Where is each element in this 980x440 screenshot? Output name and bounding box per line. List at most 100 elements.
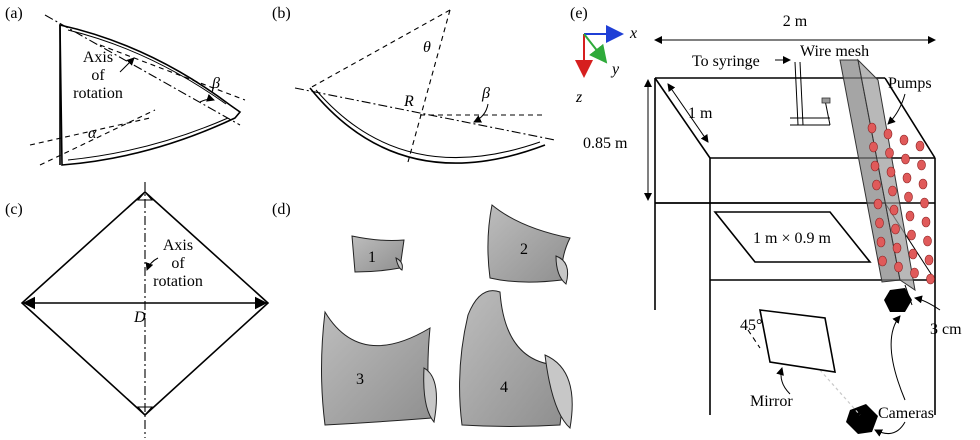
panel-b: (b) θ R β [272,5,556,164]
pump-2 [870,160,880,172]
panel-d: (d) 1 2 3 4 [272,201,573,429]
panel-b-tag: (b) [272,5,291,22]
pump-15 [894,261,903,273]
panel-a-bottom-edge [67,117,229,161]
mirror-label: Mirror [750,393,793,410]
panel-a-sheet [59,23,242,166]
syringe-tubes [790,61,831,126]
pump-17 [901,153,910,165]
panel-a-top-edge [67,29,227,105]
panel-e-tag: (e) [570,5,588,22]
panel-c: (c) Axis of rotation D [5,182,270,438]
sheet-2: 2 [487,204,571,285]
panel-c-axis-label-3: rotation [153,273,203,290]
panel-c-axis-label-1: Axis [163,237,193,254]
panel-a-beta-line [99,44,246,101]
pump-14 [892,242,902,254]
panel-b-arc [309,87,546,164]
panel-b-theta: θ [423,39,431,56]
measurement-area [713,211,872,263]
cameras-arrow-bottom [874,421,906,437]
sheet-3: 3 [321,310,437,426]
pump-29 [923,235,932,247]
panel-c-top-notch [136,191,154,201]
panel-c-tag: (c) [5,201,23,218]
y-axis-arrow [583,33,608,64]
mirror-angle-line [747,329,761,349]
area-label: 1 m × 0.9 m [753,230,831,247]
panel-e: (e) x y z 2 m [570,5,962,437]
mirror [759,309,836,373]
depth-dimension [667,83,709,143]
pump-1 [869,141,878,153]
sheet-1-label: 1 [368,249,376,266]
cameras-arrow-top [890,315,906,401]
pump-20 [905,210,915,222]
pump-18 [902,172,912,184]
pump-27 [920,197,929,209]
panel-d-tag: (d) [272,201,291,218]
panel-a-alpha-line-2 [39,109,156,166]
panel-b-beta: β [481,85,490,102]
camera-top [884,288,912,312]
height-label: 0.85 m [583,135,628,152]
x-axis-label: x [629,25,637,42]
pump-22 [908,248,918,260]
sheet-4-label: 4 [500,379,508,396]
mesh-label: Wire mesh [800,43,869,60]
sheet-1: 1 [351,235,405,273]
y-axis-label: y [610,61,620,78]
pump-12 [889,204,899,216]
panel-c-bottom-notch [136,406,154,416]
gap-label: 3 cm [930,321,962,338]
panel-a-beta: β [211,75,220,92]
pump-13 [891,223,900,235]
wire-mesh-back [857,58,916,292]
panel-b-radius-center [407,9,451,163]
width-label: 2 m [783,13,808,30]
z-axis-label: z [575,89,583,106]
pump-3 [872,179,881,191]
pumps-arrow [887,93,906,125]
panel-a-axis-label-1: Axis [83,49,113,66]
panel-c-axis-label-2: of [171,255,185,272]
angle-label: 45° [740,317,762,334]
panel-a-axis-label-3: rotation [73,85,123,102]
sheet-3-label: 3 [356,371,364,388]
panel-a-alpha: α [88,125,97,142]
panel-b-beta-arrow [473,103,489,123]
panel-c-axis-arrow [145,257,159,271]
pump-19 [904,191,913,203]
depth-label: 1 m [688,105,713,122]
mirror-arrow [776,367,791,395]
panel-a-beta-arrow [199,93,215,103]
sheet-4: 4 [459,290,573,429]
pump-array [867,122,935,285]
pump-7 [878,255,887,267]
camera-bottom [846,404,878,434]
pump-24 [915,140,925,152]
sheet-2-label: 2 [520,241,528,258]
panel-a: (a) Axis of rotation β α [5,5,246,166]
pump-8 [883,128,893,140]
gap-line [904,284,913,306]
cameras-label: Cameras [878,405,934,422]
pump-4 [873,198,883,210]
panel-a-axis-arrow [119,57,135,73]
coordinate-axes: x y z [575,25,637,106]
syringe-label: To syringe [692,53,760,70]
pump-31 [926,273,935,285]
pump-5 [875,217,884,229]
pump-28 [921,216,931,228]
panel-a-rotation-axis [44,14,241,126]
pump-6 [876,236,886,248]
gap-arrow [914,295,941,311]
pump-9 [885,147,894,159]
panel-b-R: R [403,93,414,110]
panel-b-rotation-axis [294,87,556,141]
pump-23 [910,267,919,279]
pump-0 [867,122,877,134]
pump-21 [907,229,916,241]
